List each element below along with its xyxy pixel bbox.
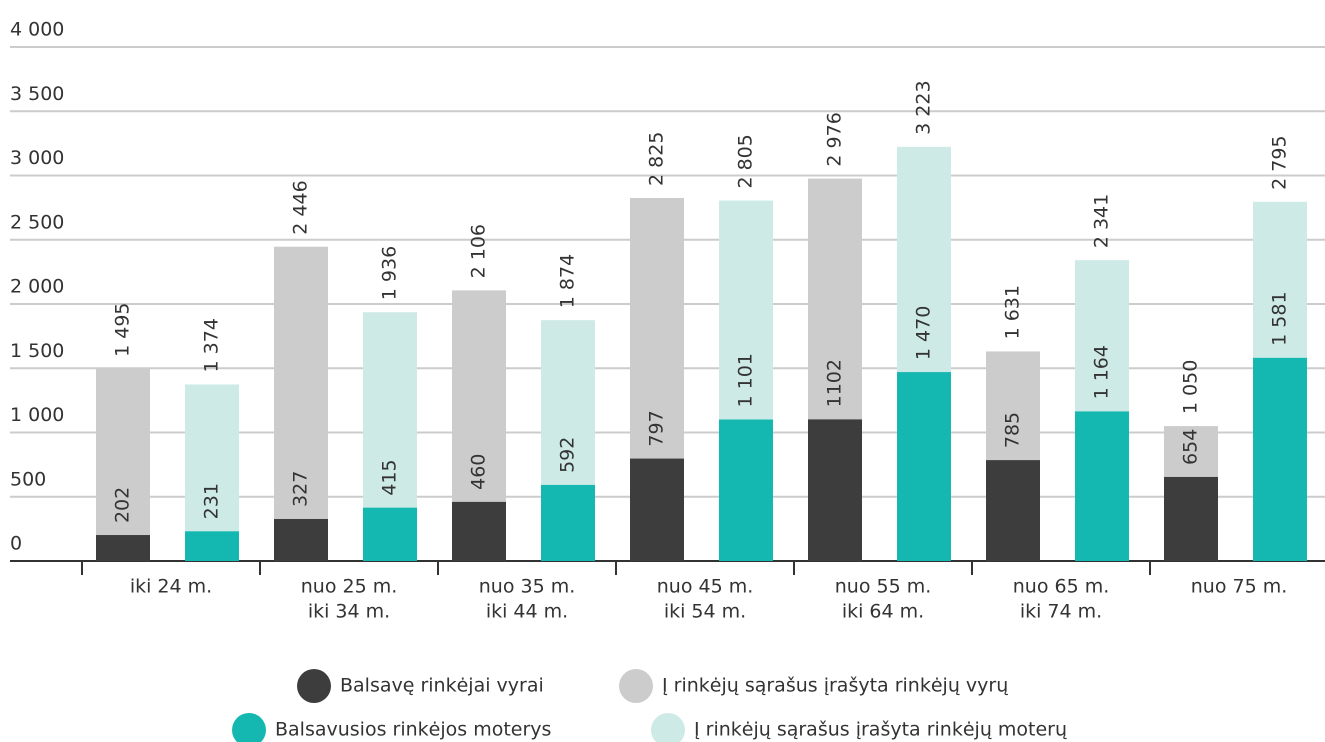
value-label: 2 795 — [1269, 135, 1291, 189]
value-label: 1 631 — [1002, 285, 1024, 339]
value-label: 460 — [468, 454, 490, 490]
value-label: 2 976 — [824, 112, 846, 166]
x-tick-label: nuo 45 m. — [657, 576, 754, 598]
value-label: 231 — [201, 483, 223, 519]
bar — [541, 484, 595, 561]
value-label: 1 470 — [913, 306, 935, 360]
value-label: 785 — [1002, 412, 1024, 448]
bar — [96, 368, 150, 561]
value-label: 415 — [379, 459, 401, 495]
y-tick-label: 1 000 — [10, 404, 64, 426]
value-label: 1 495 — [112, 302, 134, 356]
bar — [185, 531, 239, 561]
x-tick-label: nuo 25 m. — [301, 576, 398, 598]
value-label: 2 805 — [735, 134, 757, 188]
value-label: 1 101 — [735, 353, 757, 407]
value-label: 1 164 — [1091, 345, 1113, 399]
bar — [986, 460, 1040, 561]
bar — [630, 458, 684, 561]
x-tick-label: iki 54 m. — [664, 601, 746, 623]
bar — [274, 246, 328, 561]
legend-swatch — [232, 713, 266, 742]
y-tick-label: 1 500 — [10, 340, 64, 362]
value-label: 1 936 — [379, 246, 401, 300]
bar — [808, 419, 862, 561]
y-tick-label: 4 000 — [10, 19, 64, 41]
bar — [897, 372, 951, 561]
value-label: 3 223 — [913, 80, 935, 134]
value-label: 2 825 — [646, 132, 668, 186]
value-label: 1 374 — [201, 318, 223, 372]
bar — [1164, 476, 1218, 561]
x-tick-label: iki 24 m. — [130, 576, 212, 598]
value-label: 1 050 — [1180, 360, 1202, 414]
x-tick-label: nuo 55 m. — [835, 576, 932, 598]
bar — [96, 535, 150, 561]
x-tick-label: nuo 65 m. — [1013, 576, 1110, 598]
bar — [719, 419, 773, 561]
y-tick-label: 500 — [10, 468, 46, 490]
legend-label: Balsavę rinkėjai vyrai — [340, 675, 544, 697]
legend-label: Į rinkėjų sąrašus įrašyta rinkėjų vyrų — [662, 675, 1008, 697]
y-tick-label: 2 500 — [10, 211, 64, 233]
legend-swatch — [619, 669, 653, 703]
x-tick-label: nuo 75 m. — [1191, 576, 1288, 598]
value-label: 1 581 — [1269, 291, 1291, 345]
x-tick-label: iki 34 m. — [308, 601, 390, 623]
value-label: 2 341 — [1091, 194, 1113, 248]
x-tick-label: iki 64 m. — [842, 601, 924, 623]
value-label: 2 446 — [290, 180, 312, 234]
legend-swatch — [297, 669, 331, 703]
y-tick-label: 2 000 — [10, 276, 64, 298]
value-label: 1 874 — [557, 254, 579, 308]
bar — [1253, 357, 1307, 561]
value-label: 1102 — [824, 359, 846, 407]
bar — [452, 501, 506, 561]
y-tick-label: 0 — [10, 533, 22, 555]
value-label: 202 — [112, 487, 134, 523]
value-label: 654 — [1180, 429, 1202, 465]
value-label: 592 — [557, 437, 579, 473]
value-label: 2 106 — [468, 224, 490, 278]
bar — [274, 518, 328, 561]
legend-swatch — [651, 713, 685, 742]
legend-label: Į rinkėjų sąrašus įrašyta rinkėjų moterų — [694, 719, 1067, 741]
x-tick-label: nuo 35 m. — [479, 576, 576, 598]
x-tick-label: iki 74 m. — [1020, 601, 1102, 623]
x-tick-label: iki 44 m. — [486, 601, 568, 623]
legend-label: Balsavusios rinkėjos moterys — [275, 719, 551, 741]
bar — [1075, 411, 1129, 561]
value-label: 797 — [646, 410, 668, 446]
bar — [363, 507, 417, 561]
y-tick-label: 3 000 — [10, 147, 64, 169]
value-label: 327 — [290, 471, 312, 507]
y-tick-label: 3 500 — [10, 83, 64, 105]
